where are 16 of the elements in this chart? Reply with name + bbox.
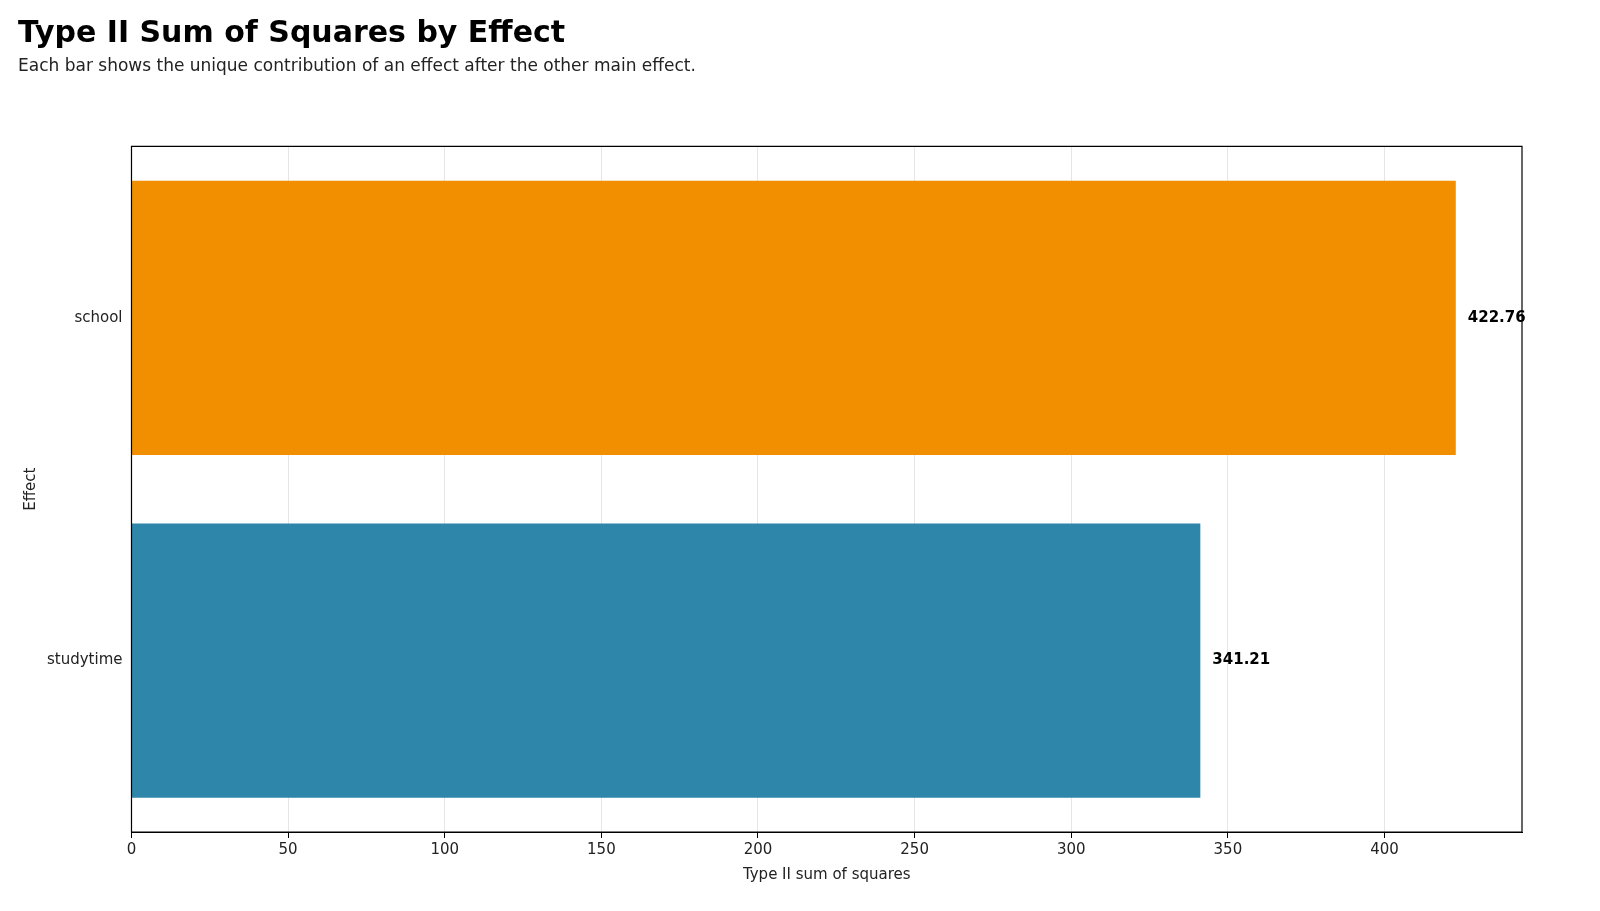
chart-subtitle: Each bar shows the unique contribution of an effect after the other main effect. (18, 54, 696, 75)
x-tick-label: 100 (430, 839, 460, 858)
y-tick-label: school (74, 307, 123, 326)
x-tick-label: 0 (126, 839, 137, 858)
x-tick-label: 350 (1213, 839, 1243, 858)
chart-title: Type II Sum of Squares by Effect (18, 13, 566, 49)
x-tick-label: 400 (1370, 839, 1399, 858)
x-axis-title: Type II sum of squares (741, 864, 911, 883)
x-tick-label: 200 (743, 839, 773, 858)
y-axis-title: Effect (20, 467, 39, 511)
y-tick-label: studytime (46, 650, 123, 669)
data-label: 341.21 (1212, 650, 1271, 669)
x-tick-label: 250 (900, 839, 929, 858)
x-tick-label: 50 (278, 839, 298, 858)
x-tick-label: 300 (1056, 839, 1086, 858)
x-tick-label: 150 (587, 839, 616, 858)
